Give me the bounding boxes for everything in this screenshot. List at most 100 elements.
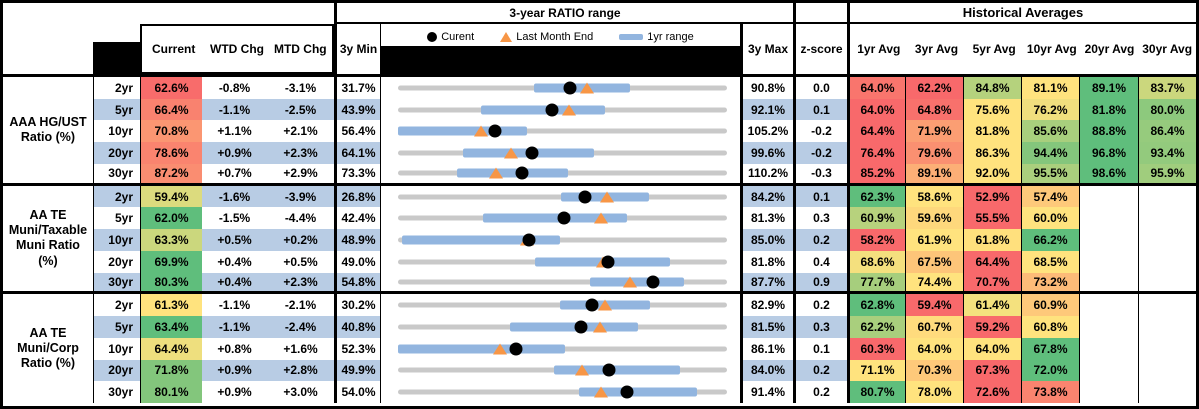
avg-cell: 67.8% (1021, 337, 1079, 360)
current-col-header: Current (151, 42, 196, 56)
avg-cell: 62.2% (847, 316, 905, 338)
tenor-label: 2yr (93, 185, 140, 208)
avg-cell (1079, 229, 1138, 251)
avg-cell (1079, 316, 1138, 338)
avg-cell (1079, 207, 1138, 230)
avg-col-header-1yr: 1yr Avg (857, 42, 901, 56)
wtd-chg-cell: +0.9% (202, 381, 267, 403)
avg-cell (1079, 381, 1138, 403)
avg-cell: 64.4% (963, 250, 1021, 273)
avg-cell: 92.0% (963, 163, 1021, 186)
3y-max-cell: 85.0% (740, 229, 793, 251)
3y-min-cell: 56.4% (334, 120, 380, 143)
avg-cell: 73.2% (1021, 272, 1079, 295)
avg-cell: 58.2% (847, 229, 905, 251)
range-chart-cell (380, 163, 740, 186)
avg-cell: 58.6% (905, 185, 963, 208)
avg-cell (1138, 337, 1196, 360)
avg-cell: 74.4% (905, 272, 963, 295)
current-dot-icon (585, 298, 599, 312)
avg-cell: 85.6% (1021, 120, 1079, 143)
table-body: AAA HG/UST Ratio (%) 2yr 62.6% -0.8% -3.1% 31… (3, 77, 1196, 403)
avg-cell: 73.8% (1021, 381, 1079, 403)
3y-max-cell: 82.9% (740, 294, 793, 317)
avg-cell: 71.9% (905, 120, 963, 143)
avg-cell (1138, 185, 1196, 208)
mtd-chg-cell: +2.3% (267, 142, 334, 164)
avg-cell: 61.8% (963, 229, 1021, 251)
tenor-label: 20yr (93, 142, 140, 164)
current-cell: 64.4% (140, 337, 202, 360)
avg-cell: 52.9% (963, 185, 1021, 208)
historical-averages-title: Historical Averages (847, 3, 1196, 24)
current-dot-icon (620, 385, 634, 399)
group-label: AA TE Muni/Corp Ratio (%) (3, 294, 93, 403)
tenor-label: 10yr (93, 229, 140, 251)
avg-cell: 79.6% (905, 142, 963, 164)
wtd-chg-cell: +1.1% (202, 120, 267, 143)
one-year-range-bar (401, 235, 561, 245)
avg-cell (1138, 250, 1196, 273)
one-year-range-bar (398, 344, 566, 354)
avg-cell: 60.3% (847, 337, 905, 360)
avg-cell: 89.1% (905, 163, 963, 186)
mtd-chg-cell: +2.9% (267, 163, 334, 186)
avg-cell: 94.4% (1021, 142, 1079, 164)
one-year-range-bar (579, 387, 697, 397)
current-cell: 78.6% (140, 142, 202, 164)
current-cell: 62.6% (140, 77, 202, 99)
avg-cell (1138, 359, 1196, 382)
last-month-triangle-icon (593, 321, 607, 333)
3y-min-cell: 52.3% (334, 337, 380, 360)
tenor-label: 20yr (93, 359, 140, 382)
3y-max-cell: 92.1% (740, 98, 793, 121)
avg-col-header-3yr: 3yr Avg (914, 42, 959, 56)
wtd-chg-cell: +0.5% (202, 229, 267, 251)
z-score-col-header: z-score (793, 24, 847, 74)
current-cell: 87.2% (140, 163, 202, 186)
3y-min-cell: 31.7% (334, 77, 380, 99)
z-score-cell: 0.2 (793, 359, 847, 382)
avg-cell: 62.8% (847, 294, 905, 317)
avg-cell (1079, 337, 1138, 360)
tenor-header-cell (93, 24, 140, 74)
avg-cell: 96.8% (1079, 142, 1138, 164)
mtd-chg-cell: +0.2% (267, 229, 334, 251)
avg-cell: 60.9% (1021, 294, 1079, 317)
3y-max-cell: 84.0% (740, 359, 793, 382)
legend-current-label: Curent (441, 30, 475, 43)
mtd-chg-cell: -4.4% (267, 207, 334, 230)
mtd-chg-cell: +1.6% (267, 337, 334, 360)
3y-max-cell: 90.8% (740, 77, 793, 99)
avg-cell: 71.1% (847, 359, 905, 382)
mtd-chg-cell: +0.5% (267, 250, 334, 273)
range-chart-cell (380, 185, 740, 208)
3y-max-cell: 91.4% (740, 381, 793, 403)
avg-cell: 60.0% (1021, 207, 1079, 230)
3y-max-cell: 105.2% (740, 120, 793, 143)
last-month-triangle-icon (598, 299, 613, 311)
current-cell: 80.3% (140, 272, 202, 295)
current-cell: 80.1% (140, 381, 202, 403)
avg-cell (1079, 359, 1138, 382)
avg-cell: 76.2% (1021, 98, 1079, 121)
avg-cell: 78.0% (905, 381, 963, 403)
group-label: AAA HG/UST Ratio (%) (3, 77, 93, 186)
range-bar-icon (619, 33, 644, 40)
legend-item-last-month: Last Month End (500, 31, 593, 43)
current-dot-icon (522, 233, 536, 247)
range-chart-cell (380, 98, 740, 121)
avg-cell: 93.4% (1138, 142, 1196, 164)
avg-cell: 68.5% (1021, 250, 1079, 273)
z-score-cell: 0.3 (793, 316, 847, 338)
range-chart-cell (380, 294, 740, 317)
mtd-chg-col-header: MTD Chg (273, 42, 327, 56)
table-header: 3-year RATIO range Historical Averages C… (3, 3, 1196, 77)
black-fill-block (93, 42, 140, 74)
last-month-triangle-icon (575, 364, 590, 376)
z-score-cell: 0.9 (793, 272, 847, 295)
one-year-range-bar (480, 105, 606, 115)
avg-cell: 60.7% (905, 316, 963, 338)
legend-cell: Curent Last Month End 1yr range (380, 24, 740, 74)
avg-cell: 61.4% (963, 294, 1021, 317)
